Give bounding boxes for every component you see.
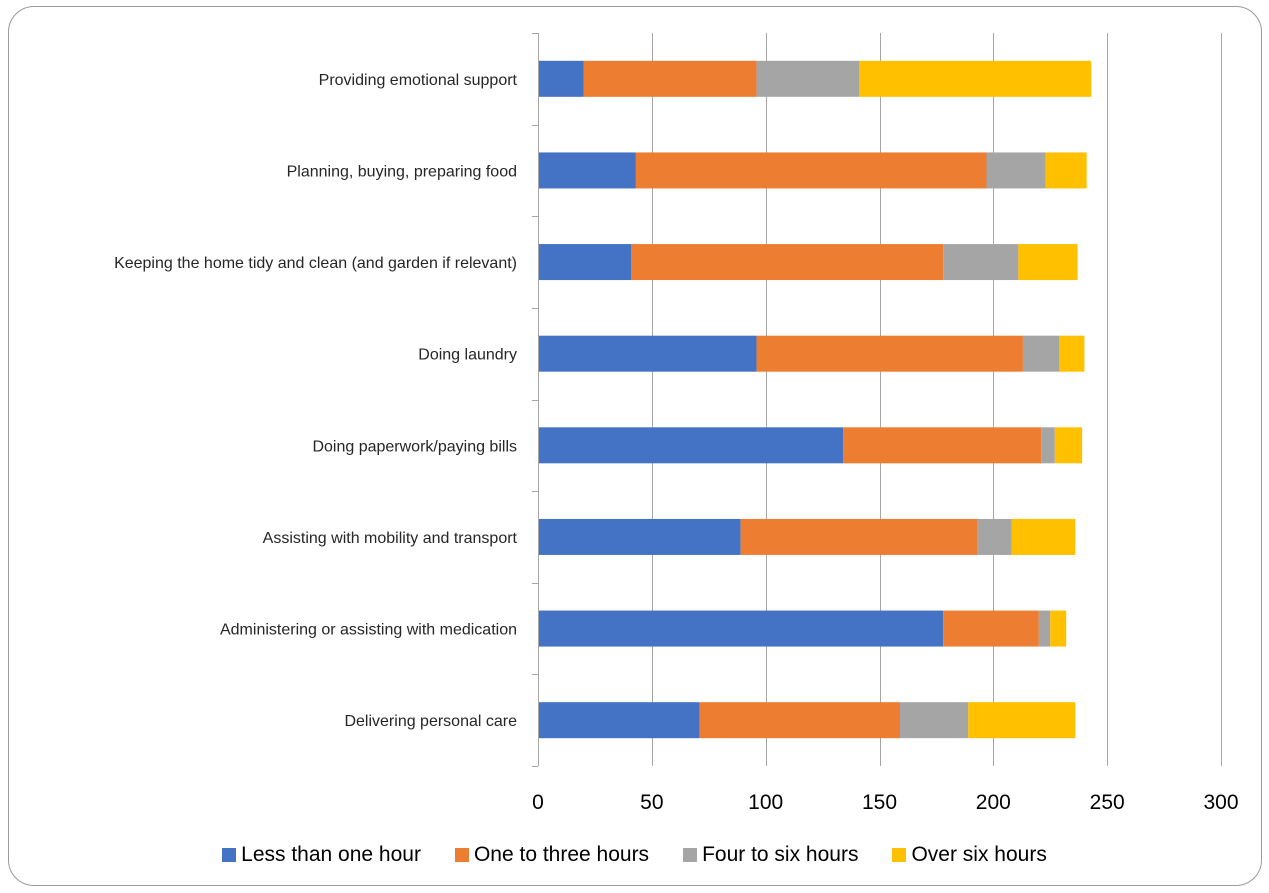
bar-segment [1045, 152, 1087, 189]
legend-item: Less than one hour [222, 843, 421, 867]
legend-swatch [454, 848, 469, 862]
legend-swatch [222, 848, 237, 862]
bar-segment [538, 244, 632, 281]
category-labels: Providing emotional support Planning, buy… [114, 72, 517, 730]
category-label: Administering or assisting with medicati… [220, 622, 517, 639]
bars [538, 60, 1092, 739]
bar-segment [583, 60, 757, 97]
bar-segment [538, 427, 844, 464]
legend-label: Less than one hour [241, 843, 421, 866]
legend-swatch [683, 848, 698, 862]
legend-item: One to three hours [454, 843, 650, 867]
legend-item: Over six hours [892, 843, 1047, 867]
bar-segment [986, 152, 1046, 189]
x-tick-label: 100 [748, 791, 783, 814]
category-label: Keeping the home tidy and clean (and gar… [114, 255, 517, 272]
category-label: Delivering personal care [344, 713, 517, 730]
bar-segment [859, 60, 1092, 97]
legend-label: Four to six hours [702, 843, 859, 866]
bar-segment [635, 152, 987, 189]
bar-segment [943, 610, 1039, 647]
legend-swatch [892, 848, 907, 862]
bar-segment [968, 702, 1076, 739]
bar-segment [1041, 427, 1055, 464]
bar-segment [699, 702, 900, 739]
x-tick-label: 250 [1090, 791, 1125, 814]
legend: Less than one hour One to three hours Four… [0, 843, 1269, 867]
bar-segment [977, 518, 1012, 555]
bar-segment [1018, 244, 1078, 281]
bar-segment [538, 518, 741, 555]
category-axis [532, 33, 539, 767]
category-label: Providing emotional support [319, 72, 518, 89]
category-label: Assisting with mobility and transport [263, 530, 518, 547]
legend-item: Four to six hours [683, 843, 858, 867]
x-tick-label: 200 [976, 791, 1011, 814]
bar-segment [756, 60, 860, 97]
category-label: Planning, buying, preparing food [287, 163, 517, 180]
bar-segment [1011, 518, 1076, 555]
bar-segment [1054, 427, 1083, 464]
bar-segment [538, 335, 757, 372]
x-tick-label: 0 [532, 791, 544, 814]
bar-segment [1050, 610, 1067, 647]
bar-segment [1038, 610, 1051, 647]
bar-segment [1022, 335, 1060, 372]
bar-segment [943, 244, 1019, 281]
bar-segment [538, 610, 944, 647]
category-label: Doing paperwork/paying bills [312, 438, 517, 455]
bar-segment [538, 60, 584, 97]
x-tick-label: 50 [640, 791, 663, 814]
x-tick-label: 150 [862, 791, 897, 814]
legend-label: One to three hours [473, 843, 650, 866]
bar-segment [538, 702, 700, 739]
bar-segment [843, 427, 1042, 464]
x-tick-label: 300 [1203, 791, 1238, 814]
legend-label: Over six hours [911, 843, 1047, 866]
category-label: Doing laundry [418, 347, 517, 364]
bar-segment [756, 335, 1023, 372]
bar-segment [631, 244, 944, 281]
x-tick-labels: 0 50 100 150 200 250 300 [532, 791, 1238, 814]
gridlines [652, 33, 1222, 766]
bar-segment [740, 518, 978, 555]
bar-segment [1059, 335, 1085, 372]
bar-segment [538, 152, 636, 189]
bar-segment [899, 702, 969, 739]
